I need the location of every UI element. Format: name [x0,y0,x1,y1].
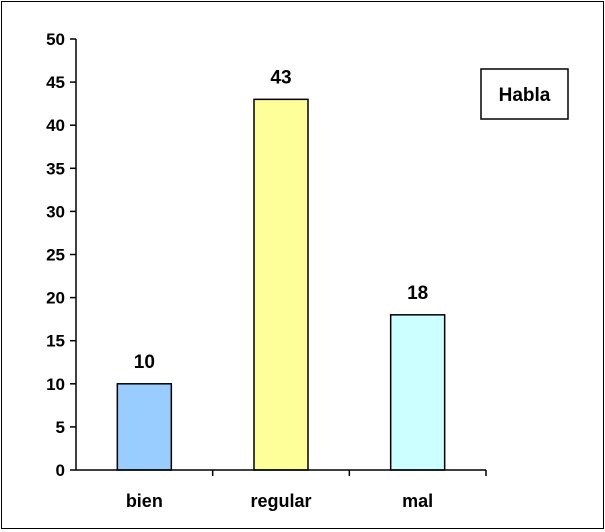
y-tick-label: 10 [46,375,65,394]
legend-box [480,68,569,120]
bars: 10 43 18 [116,67,446,471]
x-tick-label: mal [402,491,433,511]
y-tick-label: 30 [46,202,65,221]
y-tick-label: 50 [46,30,65,49]
data-label: 10 [134,352,155,373]
x-axis: bien regular mal [76,469,487,511]
y-tick-label: 35 [46,159,65,178]
y-axis: 0 5 10 15 20 25 30 35 40 45 50 [46,30,77,480]
legend: Habla [480,68,569,120]
y-tick-label: 45 [46,73,65,92]
bar-mal [389,314,446,471]
bar-bien [116,383,173,471]
data-label: 18 [407,283,428,304]
y-tick-label: 25 [46,246,65,265]
y-tick-label: 20 [46,289,65,308]
y-tick-label: 40 [46,116,65,135]
legend-label: Habla [499,85,551,106]
y-tick-label: 15 [46,332,65,351]
data-label: 43 [270,67,291,88]
x-tick-label: regular [250,491,311,511]
x-tick-label: bien [126,491,163,511]
bar-regular [253,98,309,471]
y-tick-label: 5 [56,418,65,437]
y-tick-label: 0 [56,461,65,480]
